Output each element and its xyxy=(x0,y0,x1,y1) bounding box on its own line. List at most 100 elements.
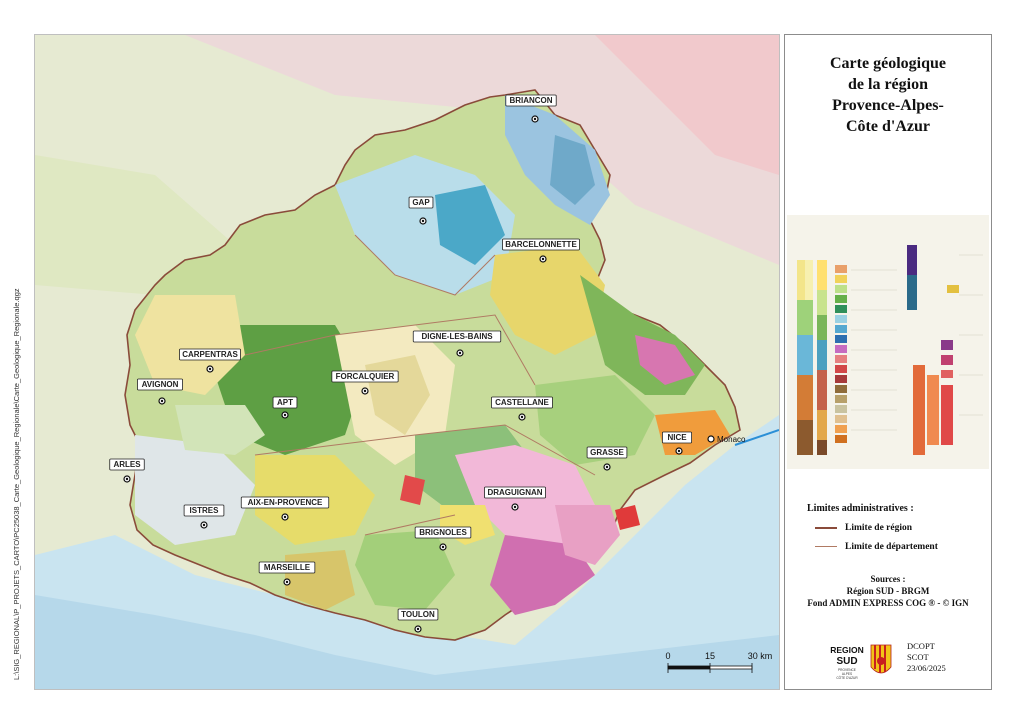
sea xyxy=(35,415,779,689)
city-label-plate xyxy=(258,561,316,574)
city-draguignan: DRAGUIGNAN xyxy=(484,486,546,511)
coast-line-east xyxy=(734,429,779,446)
city-label-nice: NICE xyxy=(667,433,687,442)
city-label-plate xyxy=(179,348,241,361)
geo-unit-arc-castellane xyxy=(535,375,655,465)
svg-text:PROVENCE: PROVENCE xyxy=(838,668,856,672)
city-label-plate xyxy=(505,94,557,107)
city-label-monaco: Monaco xyxy=(717,435,746,444)
city-label-arles: ARLES xyxy=(113,460,141,469)
city-label-avignon: AVIGNON xyxy=(142,380,179,389)
svg-text:REGION: REGION xyxy=(830,645,864,655)
city-label-plate xyxy=(408,196,434,209)
city-istres: ISTRES xyxy=(183,504,225,529)
city-briancon: BRIANCON xyxy=(505,94,557,123)
file-path-label: L:\SIG_REGIONAL\P_PROJETS_CARTO\PC25038_… xyxy=(12,288,21,680)
city-marker-center xyxy=(533,117,537,121)
city-label-plate xyxy=(397,608,439,621)
city-label-istres: ISTRES xyxy=(190,506,220,515)
sources-block: Sources : Région SUD - BRGM Fond ADMIN E… xyxy=(807,574,969,608)
city-castellane: CASTELLANE xyxy=(491,396,553,421)
city-label-grasse: GRASSE xyxy=(590,448,624,457)
city-marker-center xyxy=(520,415,524,419)
legend-column-3 xyxy=(907,245,959,455)
scale-bar: 0 15 30 km xyxy=(665,651,772,673)
geo-unit-durance-plain xyxy=(175,405,265,455)
city-marker-center xyxy=(605,465,609,469)
city-marker-center xyxy=(285,580,289,584)
city-marker-center xyxy=(208,367,212,371)
city-label-barcelonnette: BARCELONNETTE xyxy=(505,240,577,249)
city-barcelonnette: BARCELONNETTE xyxy=(502,238,580,263)
city-label-plate xyxy=(109,458,145,471)
map-title: Carte géologique de la région Provence-A… xyxy=(830,55,946,135)
city-label-plate xyxy=(137,378,183,391)
city-marker-center xyxy=(677,449,681,453)
city-label-forcalquier: FORCALQUIER xyxy=(336,372,395,381)
legend-column-2 xyxy=(835,265,847,443)
outside-alps-area xyxy=(35,35,779,265)
geo-unit-red-2 xyxy=(615,505,640,530)
region-sud-logo: REGION SUD PROVENCE ALPES CÔTE D'AZUR xyxy=(830,644,892,680)
svg-text:SUD: SUD xyxy=(836,656,857,667)
city-layer: BRIANCON GAP BARCELONNETTE CARPENTRAS DIGNE-… xyxy=(109,94,746,633)
city-marker-center xyxy=(363,389,367,393)
city-marker-center xyxy=(513,505,517,509)
city-marseille: MARSEILLE xyxy=(258,561,316,586)
city-label-draguignan: DRAGUIGNAN xyxy=(487,488,542,497)
city-gap: GAP xyxy=(408,196,434,225)
city-carpentras: CARPENTRAS xyxy=(179,348,241,373)
city-label-castellane: CASTELLANE xyxy=(495,398,549,407)
city-label-carpentras: CARPENTRAS xyxy=(182,350,238,359)
city-marker-center xyxy=(421,219,425,223)
city-label-gap: GAP xyxy=(412,198,430,207)
city-label-aix-en-provence: AIX-EN-PROVENCE xyxy=(248,498,323,507)
svg-text:CÔTE D'AZUR: CÔTE D'AZUR xyxy=(836,675,858,680)
city-marker-center xyxy=(160,399,164,403)
legend-panel: Carte géologique de la région Provence-A… xyxy=(784,34,992,690)
city-nice: NICE xyxy=(662,431,693,455)
city-marker-center xyxy=(458,351,462,355)
geo-unit-comtat xyxy=(135,295,245,395)
city-label-plate xyxy=(662,431,693,444)
city-forcalquier: FORCALQUIER xyxy=(331,370,399,395)
department-line-swatch xyxy=(815,546,837,548)
city-grasse: GRASSE xyxy=(586,446,628,471)
legend-column-1 xyxy=(797,260,827,455)
region-line-swatch xyxy=(815,526,837,529)
city-toulon: TOULON xyxy=(397,608,439,633)
city-marker-center xyxy=(441,545,445,549)
legend-item-region: Limite de région xyxy=(815,523,912,537)
city-marker-center xyxy=(125,477,129,481)
legend-item-department: Limite de département xyxy=(815,542,938,556)
geo-unit-yellow xyxy=(490,245,605,355)
city-marker-center xyxy=(541,257,545,261)
geo-unit-sainte-baume xyxy=(355,530,455,610)
city-apt: APT xyxy=(272,396,298,419)
geo-unit-crau xyxy=(135,435,255,545)
city-arles: ARLES xyxy=(109,458,145,483)
scale-label-15: 15 xyxy=(705,651,715,661)
city-marker-center xyxy=(283,413,287,417)
city-label-digne-les-bains: DIGNE-LES-BAINS xyxy=(421,332,493,341)
city-label-plate xyxy=(183,504,225,517)
city-label-plate xyxy=(331,370,399,383)
scale-bar-segment xyxy=(668,666,710,669)
geology-map[interactable]: BRIANCON GAP BARCELONNETTE CARPENTRAS DIGNE-… xyxy=(35,35,779,689)
geo-unit-pink xyxy=(635,335,695,385)
geo-unit-deep-blue xyxy=(435,185,505,265)
geo-unit-blue-2 xyxy=(550,135,595,205)
city-marker-center xyxy=(283,515,287,519)
city-label-plate xyxy=(491,396,553,409)
outside-italy-area xyxy=(595,35,779,175)
city-marker-center xyxy=(202,523,206,527)
city-label-plate xyxy=(240,496,330,509)
city-label-plate xyxy=(272,396,298,409)
city-avignon: AVIGNON xyxy=(137,378,183,405)
city-label-plate xyxy=(586,446,628,459)
svg-text:ALPES: ALPES xyxy=(842,672,852,676)
city-label-brignoles: BRIGNOLES xyxy=(419,528,467,537)
scale-label-0: 0 xyxy=(665,651,670,661)
city-label-toulon: TOULON xyxy=(401,610,435,619)
map-frame[interactable]: BRIANCON GAP BARCELONNETTE CARPENTRAS DIGNE-… xyxy=(34,34,780,690)
